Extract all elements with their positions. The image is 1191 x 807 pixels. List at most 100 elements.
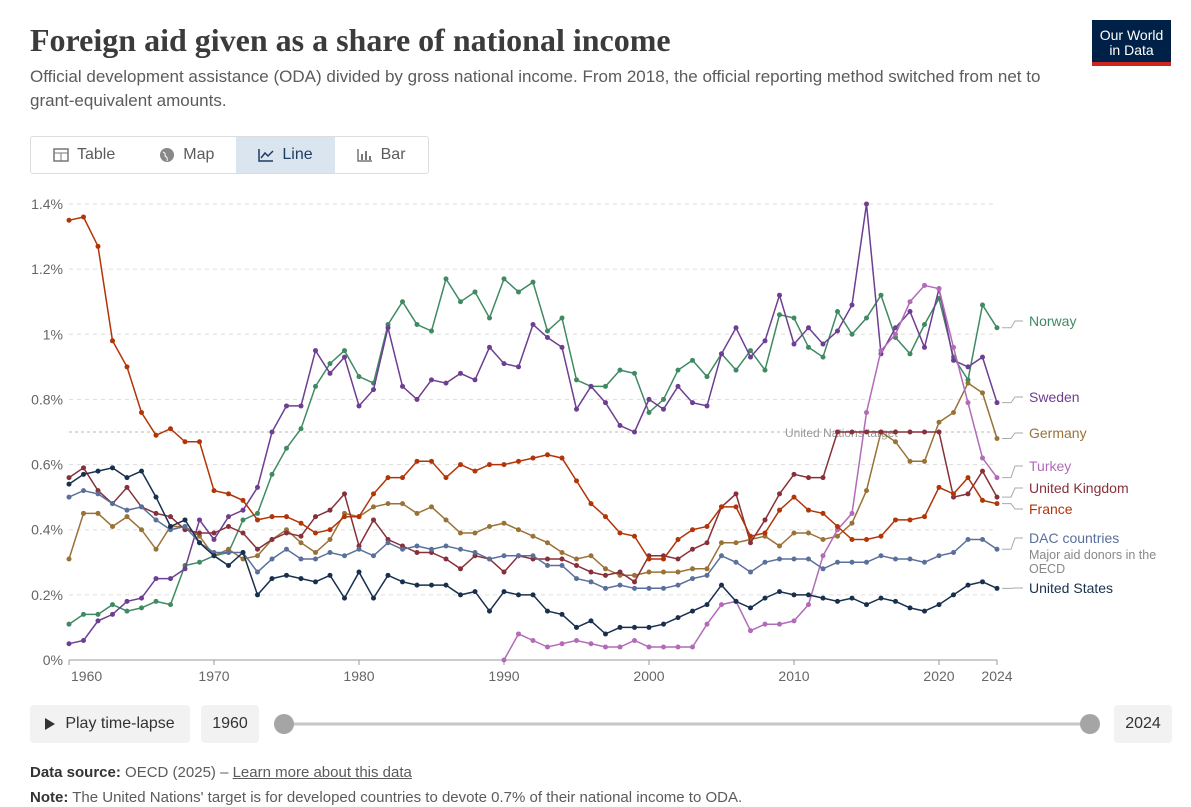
point [690,357,695,363]
point [458,546,463,552]
point [588,501,594,507]
point [472,377,478,383]
point [632,572,637,578]
point [806,530,811,536]
legend-label: France [1029,501,1073,517]
point [559,315,565,321]
end-year[interactable]: 2024 [1114,705,1172,743]
slider-handle[interactable] [1080,714,1100,734]
point [878,595,884,601]
point [864,315,869,321]
point [994,475,1000,481]
point [153,517,159,523]
point [791,341,797,347]
point [835,559,840,565]
point [559,550,565,556]
point [849,510,855,516]
point [965,364,971,370]
point [617,367,623,373]
point [777,491,782,497]
point [907,556,913,562]
start-year[interactable]: 1960 [201,705,259,743]
slider[interactable] [272,710,1104,738]
point [980,455,985,461]
point [458,592,463,598]
point [356,374,362,380]
point [545,608,550,614]
point [574,406,579,412]
point [327,507,333,513]
point [110,465,115,471]
point [733,325,739,331]
point [269,471,275,477]
x-tick-label: 1990 [488,668,519,684]
tab[interactable]: Map [137,137,236,173]
point [400,546,405,552]
point [400,299,405,305]
point [791,494,797,500]
point [951,550,956,556]
point [327,536,333,542]
point [704,602,710,608]
point [545,452,550,458]
point [81,471,86,477]
point [168,576,173,582]
point [762,338,768,344]
slider-handle[interactable] [274,714,294,734]
point [965,475,971,481]
source-label: Data source: [30,764,121,781]
point [66,641,72,647]
point [472,589,478,595]
point [690,608,695,614]
point [110,501,115,507]
point [559,563,565,569]
title: Foreign aid given as a share of national… [30,22,671,58]
point [632,579,637,585]
source-link[interactable]: Learn more about this data [232,764,412,781]
point [81,611,86,617]
point [139,595,144,601]
play-button[interactable]: Play time-lapse [30,705,190,743]
point [385,475,391,481]
tab[interactable]: Table [31,137,137,173]
tab-label: Bar [380,146,406,163]
point [951,491,956,497]
point [501,462,507,468]
point [632,637,637,643]
point [371,387,376,393]
point [66,481,72,487]
point [820,595,826,601]
point [719,351,724,357]
point [893,331,898,337]
point [733,540,739,546]
legend-connector [1002,320,1023,329]
point [588,383,594,389]
point [661,406,666,412]
point [922,282,927,288]
point [690,576,695,582]
point [704,523,710,529]
legend-label: United States [1029,580,1113,596]
point [820,553,826,559]
y-tick-label: 1.4% [31,196,63,212]
point [516,458,521,464]
point [95,243,101,249]
point [690,644,695,650]
logo[interactable]: Our World in Data [1092,20,1171,66]
point [356,514,362,520]
tab[interactable]: Bar [335,137,428,173]
point [414,550,420,556]
point [255,546,260,552]
point [907,351,913,357]
point [907,299,913,305]
point [907,429,913,435]
point [893,556,898,562]
point [864,559,869,565]
tab[interactable]: Line [236,137,335,173]
point [748,533,753,539]
point [994,585,1000,591]
point [762,621,768,627]
point [443,556,449,562]
point [893,429,898,435]
point [443,380,449,386]
